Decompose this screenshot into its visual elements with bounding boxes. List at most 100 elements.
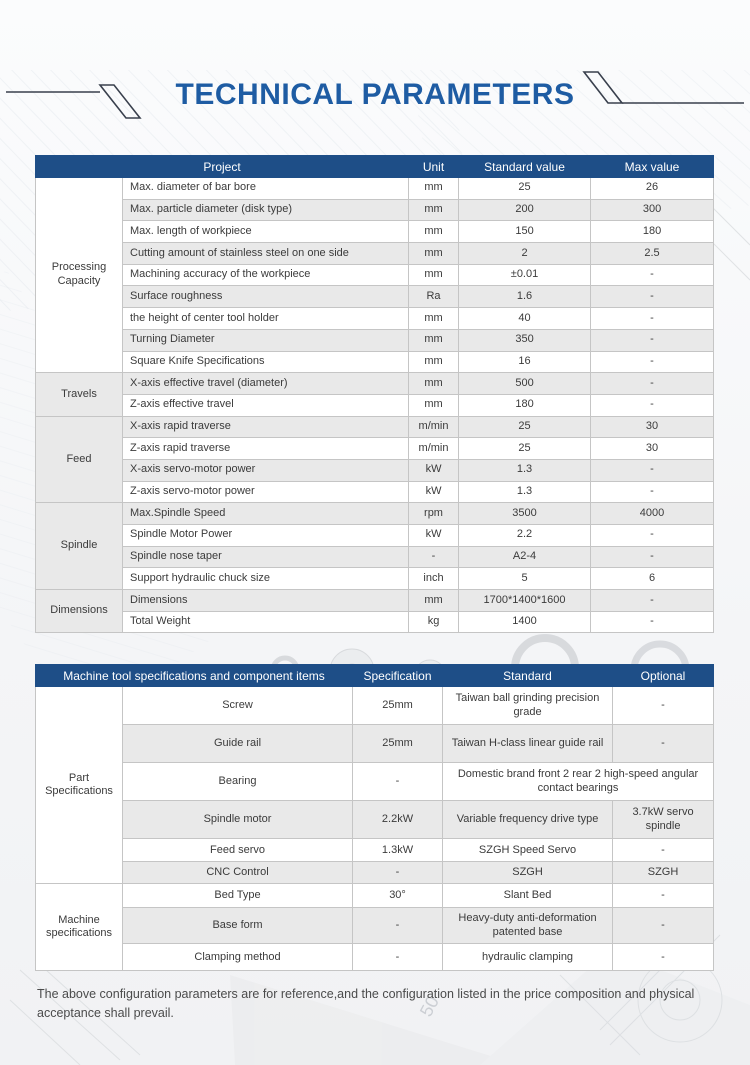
unit-cell: m/min xyxy=(408,415,460,439)
spec-cell: 1.3kW xyxy=(352,838,444,863)
table-row: Feed servo 1.3kW SZGH Speed Servo - xyxy=(36,838,715,863)
standard-cell: 500 xyxy=(458,372,592,395)
optional-cell: - xyxy=(612,907,715,945)
header-max-value: Max value xyxy=(590,155,715,178)
max-cell: - xyxy=(590,263,715,287)
unit-cell: mm xyxy=(408,263,460,287)
optional-cell: - xyxy=(612,883,715,909)
table-row: Z-axis rapid traverse m/min 25 30 xyxy=(36,437,715,460)
item-cell: Bed Type xyxy=(121,883,354,909)
spec-cell: 25mm xyxy=(352,686,444,726)
project-cell: Machining accuracy of the workpiece xyxy=(121,263,410,287)
standard-cell: ±0.01 xyxy=(458,263,592,287)
standard-cell: 1.3 xyxy=(458,458,592,482)
project-cell: Spindle Motor Power xyxy=(121,524,410,547)
standard-cell: 2.2 xyxy=(458,524,592,547)
table-row: Base form - Heavy-duty anti-deformation … xyxy=(36,907,715,945)
table-row: Part Specifications Screw 25mm Taiwan ba… xyxy=(35,686,715,885)
table-row: the height of center tool holder mm 40 - xyxy=(36,307,715,330)
table-row: Total Weight kg 1400 - xyxy=(36,610,715,634)
unit-cell: inch xyxy=(408,567,460,591)
table-row: Spindle Max.Spindle Speed rpm 3500 4000 xyxy=(35,502,715,591)
spec-cell: - xyxy=(352,943,444,972)
project-cell: Spindle nose taper xyxy=(121,545,410,569)
project-cell: Z-axis servo-motor power xyxy=(121,480,410,504)
group-cell: Dimensions xyxy=(35,589,123,634)
spec-cell: 25mm xyxy=(352,724,444,764)
table-row: Dimensions Dimensions mm 1700*1400*1600 … xyxy=(35,589,715,634)
unit-cell: mm xyxy=(408,372,460,395)
max-cell: - xyxy=(590,307,715,330)
optional-cell: - xyxy=(612,686,715,726)
unit-cell: mm xyxy=(408,393,460,417)
header-row: Machine tool specifications and componen… xyxy=(34,664,715,688)
standard-cell: SZGH xyxy=(442,861,614,885)
header-optional: Optional xyxy=(612,664,715,688)
max-cell: - xyxy=(590,458,715,482)
standard-cell: 1.3 xyxy=(458,480,592,504)
max-cell: 6 xyxy=(590,567,715,591)
table-row: Feed X-axis rapid traverse m/min 25 30 xyxy=(35,415,715,504)
table-row: Guide rail 25mm Taiwan H-class linear gu… xyxy=(36,724,715,764)
optional-cell: 3.7kW servo spindle xyxy=(612,800,715,840)
spec-cell: - xyxy=(352,907,444,945)
max-cell: 30 xyxy=(590,415,715,439)
standard-cell: 3500 xyxy=(458,502,592,525)
project-cell: Dimensions xyxy=(121,589,410,612)
max-cell: - xyxy=(590,545,715,569)
standard-cell: 1400 xyxy=(458,610,592,634)
project-cell: X-axis servo-motor power xyxy=(121,458,410,482)
table-row: X-axis servo-motor power kW 1.3 - xyxy=(36,458,715,482)
optional-cell: - xyxy=(612,724,715,764)
unit-cell: mm xyxy=(408,328,460,352)
unit-cell: mm xyxy=(408,350,460,374)
item-cell: Screw xyxy=(121,686,354,726)
table-row: Machining accuracy of the workpiece mm ±… xyxy=(36,263,715,287)
item-cell: Clamping method xyxy=(121,943,354,972)
optional-cell: SZGH xyxy=(612,861,715,885)
unit-cell: mm xyxy=(408,307,460,330)
standard-cell: Domestic brand front 2 rear 2 high-speed… xyxy=(442,762,715,802)
project-cell: Z-axis rapid traverse xyxy=(121,437,410,460)
standard-cell: 350 xyxy=(458,328,592,352)
parameters-table-header: Project Unit Standard value Max value xyxy=(34,155,715,178)
table-row: Max. particle diameter (disk type) mm 20… xyxy=(36,198,715,222)
unit-cell: m/min xyxy=(408,437,460,460)
header-specification: Specification xyxy=(352,664,444,688)
item-cell: Guide rail xyxy=(121,724,354,764)
unit-cell: rpm xyxy=(408,502,460,525)
project-cell: Z-axis effective travel xyxy=(121,393,410,417)
max-cell: - xyxy=(590,480,715,504)
unit-cell: mm xyxy=(408,177,460,200)
standard-cell: Slant Bed xyxy=(442,883,614,909)
max-cell: - xyxy=(590,589,715,612)
project-cell: Surface roughness xyxy=(121,285,410,309)
footnote-text: The above configuration parameters are f… xyxy=(37,987,695,1020)
page-header: TECHNICAL PARAMETERS xyxy=(0,70,750,130)
project-cell: Total Weight xyxy=(121,610,410,634)
item-cell: Feed servo xyxy=(121,838,354,863)
spec-cell: 2.2kW xyxy=(352,800,444,840)
group-cell: Feed xyxy=(35,415,123,504)
standard-cell: Taiwan ball grinding precision grade xyxy=(442,686,614,726)
standard-cell: Variable frequency drive type xyxy=(442,800,614,840)
project-cell: Support hydraulic chuck size xyxy=(121,567,410,591)
standard-cell: Heavy-duty anti-deformation patented bas… xyxy=(442,907,614,945)
spec-cell: - xyxy=(352,762,444,802)
spec-cell: - xyxy=(352,861,444,885)
project-cell: Max. length of workpiece xyxy=(121,220,410,244)
standard-cell: 25 xyxy=(458,177,592,200)
standard-cell: 1.6 xyxy=(458,285,592,309)
unit-cell: kW xyxy=(408,480,460,504)
max-cell: 4000 xyxy=(590,502,715,525)
group-cell: Part Specifications xyxy=(35,686,123,885)
table-row: Z-axis servo-motor power kW 1.3 - xyxy=(36,480,715,504)
table-row: CNC Control - SZGH SZGH xyxy=(36,861,715,885)
standard-cell: 180 xyxy=(458,393,592,417)
standard-cell: Taiwan H-class linear guide rail xyxy=(442,724,614,764)
unit-cell: mm xyxy=(408,242,460,265)
standard-cell: 40 xyxy=(458,307,592,330)
table-row: Square Knife Specifications mm 16 - xyxy=(36,350,715,374)
table-row: Turning Diameter mm 350 - xyxy=(36,328,715,352)
max-cell: 30 xyxy=(590,437,715,460)
